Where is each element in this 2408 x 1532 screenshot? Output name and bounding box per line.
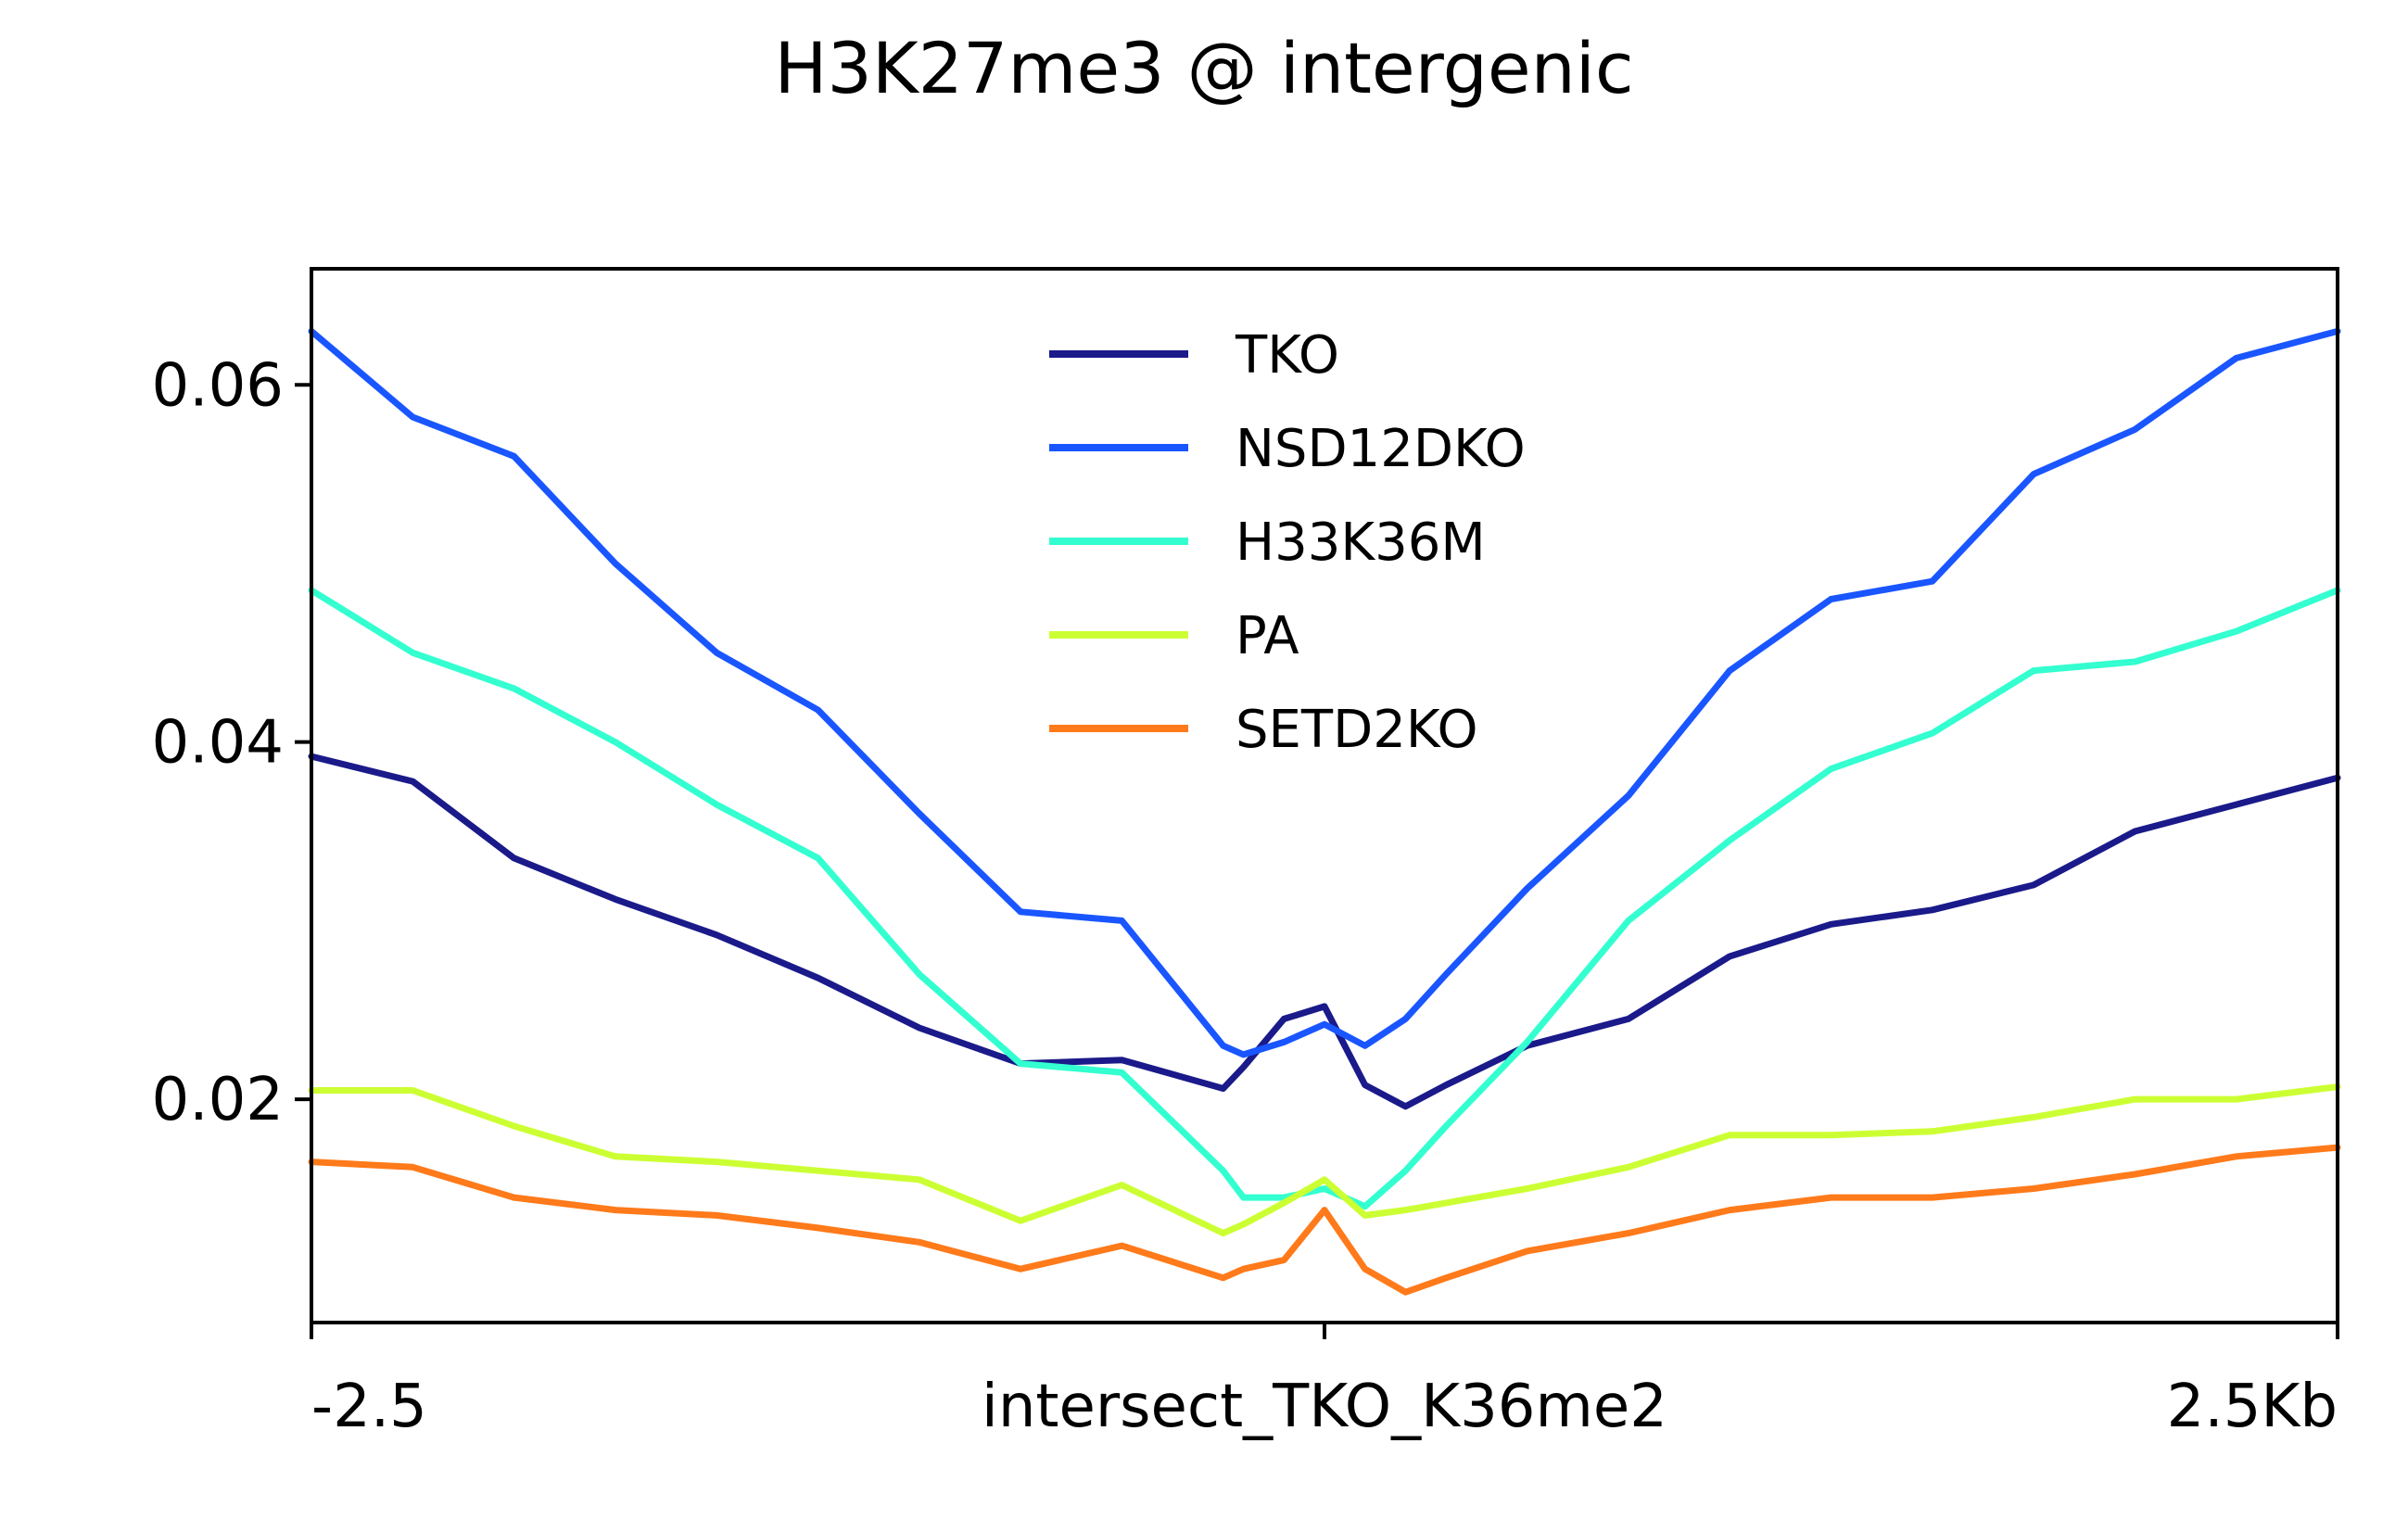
- y-tick-label: 0.06: [152, 351, 285, 420]
- series-line-h33k36m: [308, 587, 2341, 1210]
- legend-item: SETD2KO: [1049, 700, 1478, 760]
- legend-item: NSD12DKO: [1049, 419, 1526, 479]
- legend-label: TKO: [1235, 325, 1339, 386]
- y-tick-label: 0.04: [152, 709, 285, 778]
- legend-label: SETD2KO: [1236, 700, 1478, 760]
- legend-label: NSD12DKO: [1236, 419, 1526, 479]
- series-line-tko: [308, 753, 2341, 1110]
- legend-label: H33K36M: [1236, 513, 1486, 573]
- plot-area: [308, 327, 2341, 1296]
- axis-ticks: 0.02 0.04 0.06 -2.5 intersect_TKO_K36me2 2.5K…: [152, 351, 2339, 1441]
- legend-item: H33K36M: [1049, 513, 1486, 573]
- series-line-setd2ko: [308, 1144, 2341, 1296]
- legend: TKO NSD12DKO H33K36M PA SETD2KO: [1049, 325, 1526, 760]
- legend-item: PA: [1049, 606, 1299, 666]
- series-line-nsd12dko: [308, 327, 2341, 1058]
- series-line-pa: [308, 1083, 2341, 1237]
- x-tick-label: -2.5: [311, 1373, 427, 1441]
- y-tick-label: 0.02: [152, 1066, 285, 1134]
- chart-title: H3K27me3 @ intergenic: [774, 27, 1633, 109]
- x-tick-label: intersect_TKO_K36me2: [982, 1373, 1667, 1441]
- x-tick-label: 2.5Kb: [2167, 1373, 2338, 1441]
- legend-label: PA: [1236, 606, 1299, 666]
- legend-item: TKO: [1049, 325, 1339, 386]
